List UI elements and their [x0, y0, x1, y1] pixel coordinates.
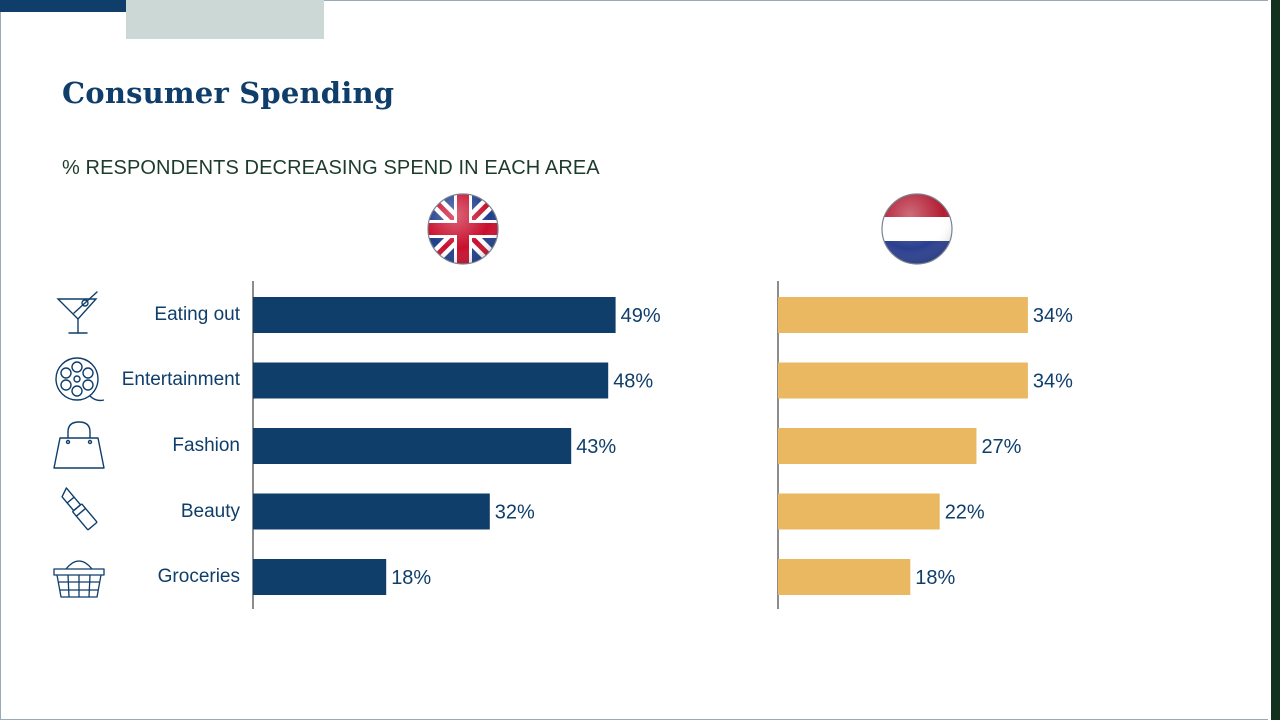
category-label: Entertainment	[121, 369, 240, 390]
category-label: Groceries	[157, 566, 240, 587]
category-label: Beauty	[180, 501, 240, 522]
bar-nl-2	[778, 362, 1028, 399]
category-label: Fashion	[172, 435, 240, 456]
bar-uk-4	[253, 493, 490, 530]
bar-uk-5	[253, 559, 387, 595]
page-title: Consumer Spending	[62, 76, 395, 110]
right-edge-bar	[1271, 0, 1280, 720]
data-label-nl-4: 22%	[945, 502, 985, 524]
uk-flag-icon	[427, 193, 499, 265]
data-label-nl-1: 34%	[1033, 305, 1073, 327]
chart-subtitle: % RESPONDENTS DECREASING SPEND IN EACH A…	[62, 157, 600, 179]
netherlands-flag-icon	[881, 193, 953, 265]
chart-panel-nl: 34% 34% 27% 22% 18%	[777, 281, 1073, 609]
bar-nl-1	[778, 297, 1028, 333]
bar-nl-4	[778, 493, 940, 530]
film-reel-icon	[55, 357, 105, 402]
cocktail-glass-icon	[56, 291, 98, 334]
header-accent-block	[126, 0, 324, 39]
bar-uk-3	[253, 428, 572, 464]
handbag-icon	[53, 421, 105, 469]
lipstick-icon	[61, 487, 98, 531]
data-label-uk-3: 43%	[576, 436, 616, 458]
chart-panel-uk: 49% 48% 43% 32% 18%	[252, 281, 661, 609]
data-label-uk-5: 18%	[391, 567, 431, 589]
bar-uk-2	[253, 362, 609, 399]
data-label-nl-2: 34%	[1033, 371, 1073, 393]
right-edge-gap	[1268, 0, 1271, 720]
data-label-uk-1: 49%	[621, 305, 661, 327]
bar-nl-5	[778, 559, 911, 595]
data-label-uk-4: 32%	[495, 502, 535, 524]
data-label-nl-3: 27%	[981, 436, 1021, 458]
data-label-uk-2: 48%	[613, 371, 653, 393]
bar-nl-3	[778, 428, 977, 464]
data-label-nl-5: 18%	[915, 567, 955, 589]
category-label: Eating out	[154, 304, 240, 325]
bar-uk-1	[253, 297, 616, 333]
shopping-basket-icon	[53, 560, 105, 598]
